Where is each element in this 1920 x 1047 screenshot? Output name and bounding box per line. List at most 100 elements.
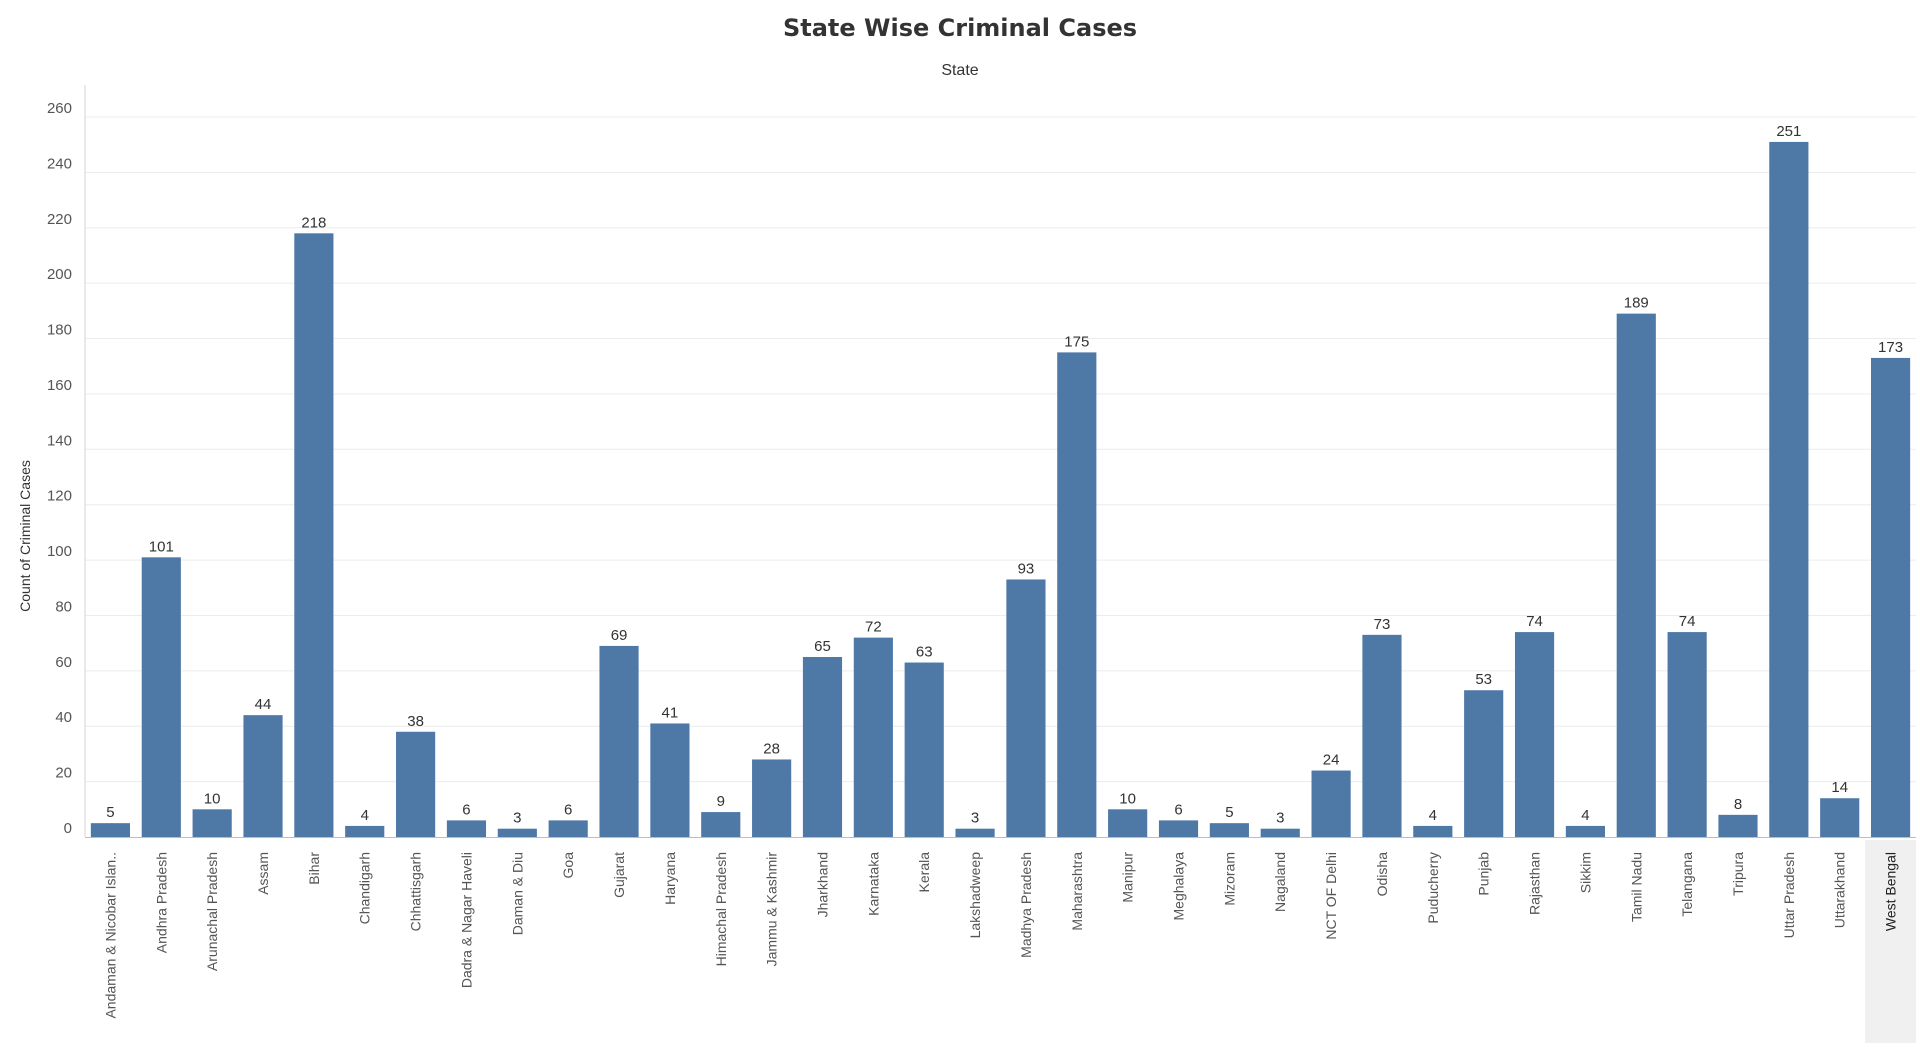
bar[interactable] (396, 731, 436, 837)
x-tick-label[interactable]: Dadra & Nagar Haveli (458, 852, 474, 988)
bar[interactable] (1057, 352, 1097, 837)
x-label-highlight (1865, 840, 1916, 1043)
data-label: 74 (1526, 613, 1543, 630)
data-label: 73 (1374, 616, 1391, 633)
x-tick-label[interactable]: Uttarakhand (1832, 852, 1848, 928)
x-tick-label[interactable]: Haryana (662, 852, 678, 905)
bar[interactable] (1667, 632, 1707, 837)
bar[interactable] (446, 820, 487, 837)
x-tick-label[interactable]: Assam (255, 852, 271, 895)
bar[interactable] (1769, 141, 1809, 837)
y-tick-label: 200 (47, 266, 72, 283)
x-tick-label[interactable]: Madhya Pradesh (1018, 852, 1034, 958)
bar[interactable] (599, 645, 639, 837)
bar[interactable] (1311, 770, 1351, 837)
x-tick-label[interactable]: Maharashtra (1069, 852, 1085, 931)
x-tick-label[interactable]: Bihar (306, 852, 322, 885)
x-tick-label[interactable]: Uttar Pradesh (1781, 852, 1797, 938)
bar[interactable] (955, 828, 995, 837)
data-label: 41 (662, 704, 679, 721)
data-label: 10 (1119, 790, 1136, 807)
x-tick-label[interactable]: Goa (560, 852, 576, 879)
bar[interactable] (1514, 632, 1555, 837)
bar[interactable] (243, 715, 283, 837)
x-tick-label[interactable]: Punjab (1476, 852, 1492, 896)
bar[interactable] (701, 812, 741, 837)
bar[interactable] (1158, 820, 1199, 837)
x-tick-label[interactable]: Nagaland (1272, 852, 1288, 912)
bar[interactable] (1006, 579, 1046, 837)
x-tick-label[interactable]: Arunachal Pradesh (204, 852, 220, 971)
chart-title: State Wise Criminal Cases (782, 14, 1138, 42)
x-tick-label[interactable]: Kerala (916, 852, 932, 893)
y-tick-label: 220 (47, 211, 72, 228)
data-label: 6 (564, 801, 572, 818)
bar[interactable] (752, 759, 792, 837)
bar[interactable] (1260, 828, 1300, 837)
data-label: 175 (1064, 333, 1089, 350)
x-tick-label[interactable]: Puducherry (1425, 852, 1441, 924)
data-label: 44 (255, 696, 272, 713)
bar[interactable] (1718, 814, 1758, 837)
bar[interactable] (1413, 825, 1453, 837)
x-tick-label[interactable]: Karnataka (865, 852, 881, 916)
x-tick-label[interactable]: Daman & Diu (509, 852, 525, 935)
y-tick-label: 0 (64, 820, 72, 837)
bar[interactable] (904, 662, 944, 837)
x-tick-label[interactable]: Andhra Pradesh (153, 852, 169, 953)
bar[interactable] (345, 825, 385, 837)
y-tick-label: 140 (47, 432, 72, 449)
x-tick-label[interactable]: Telangana (1679, 852, 1695, 917)
bar[interactable] (1616, 313, 1656, 838)
x-tick-label[interactable]: Chhattisgarh (408, 852, 424, 931)
x-tick-label[interactable]: Meghalaya (1171, 852, 1187, 921)
bar[interactable] (650, 723, 690, 837)
bar[interactable] (802, 657, 843, 837)
x-tick-label[interactable]: Mizoram (1221, 852, 1237, 906)
data-label: 69 (611, 627, 628, 644)
data-label: 251 (1776, 123, 1801, 140)
data-label: 5 (1225, 804, 1233, 821)
x-tick-label[interactable]: Jharkhand (814, 852, 830, 917)
data-label: 10 (204, 790, 221, 807)
bar[interactable] (853, 637, 893, 837)
data-label: 101 (149, 538, 174, 555)
x-tick-label[interactable]: Tripura (1730, 852, 1746, 896)
bar[interactable] (497, 828, 537, 837)
x-tick-label[interactable]: NCT OF Delhi (1323, 852, 1339, 940)
bar[interactable] (90, 823, 131, 837)
x-tick-label[interactable]: Jammu & Kashmir (764, 852, 780, 967)
data-label: 8 (1734, 796, 1742, 813)
bar[interactable] (141, 557, 181, 837)
bar[interactable] (1820, 798, 1860, 837)
bar[interactable] (1362, 634, 1402, 837)
y-tick-label: 180 (47, 322, 72, 339)
data-label: 3 (1276, 810, 1284, 827)
x-tick-label[interactable]: Chandigarh (357, 852, 373, 924)
bar[interactable] (1108, 809, 1148, 837)
data-label: 63 (916, 644, 933, 661)
bar[interactable] (548, 820, 588, 837)
x-tick-label[interactable]: Rajasthan (1527, 852, 1543, 915)
x-tick-label[interactable]: West Bengal (1883, 852, 1899, 931)
data-label: 5 (106, 804, 114, 821)
x-tick-label[interactable]: Himachal Pradesh (713, 852, 729, 966)
x-tick-label[interactable]: Andaman & Nicobar Islan.. (102, 852, 118, 1019)
data-label: 6 (462, 801, 470, 818)
x-tick-label[interactable]: Tamil Nadu (1628, 852, 1644, 922)
chart-subtitle: State (941, 62, 979, 79)
bar[interactable] (1565, 825, 1605, 837)
y-tick-label: 240 (47, 155, 72, 172)
bar[interactable] (1209, 823, 1249, 837)
bar[interactable] (1870, 357, 1911, 837)
bar[interactable] (192, 809, 232, 837)
x-tick-label[interactable]: Lakshadweep (967, 852, 983, 939)
x-tick-label[interactable]: Manipur (1120, 852, 1136, 903)
bar[interactable] (294, 233, 334, 838)
y-tick-label: 120 (47, 488, 72, 505)
data-label: 4 (1429, 807, 1437, 824)
x-tick-label[interactable]: Sikkim (1577, 852, 1593, 893)
bar[interactable] (1464, 690, 1504, 837)
x-tick-label[interactable]: Gujarat (611, 852, 627, 898)
x-tick-label[interactable]: Odisha (1374, 852, 1390, 897)
